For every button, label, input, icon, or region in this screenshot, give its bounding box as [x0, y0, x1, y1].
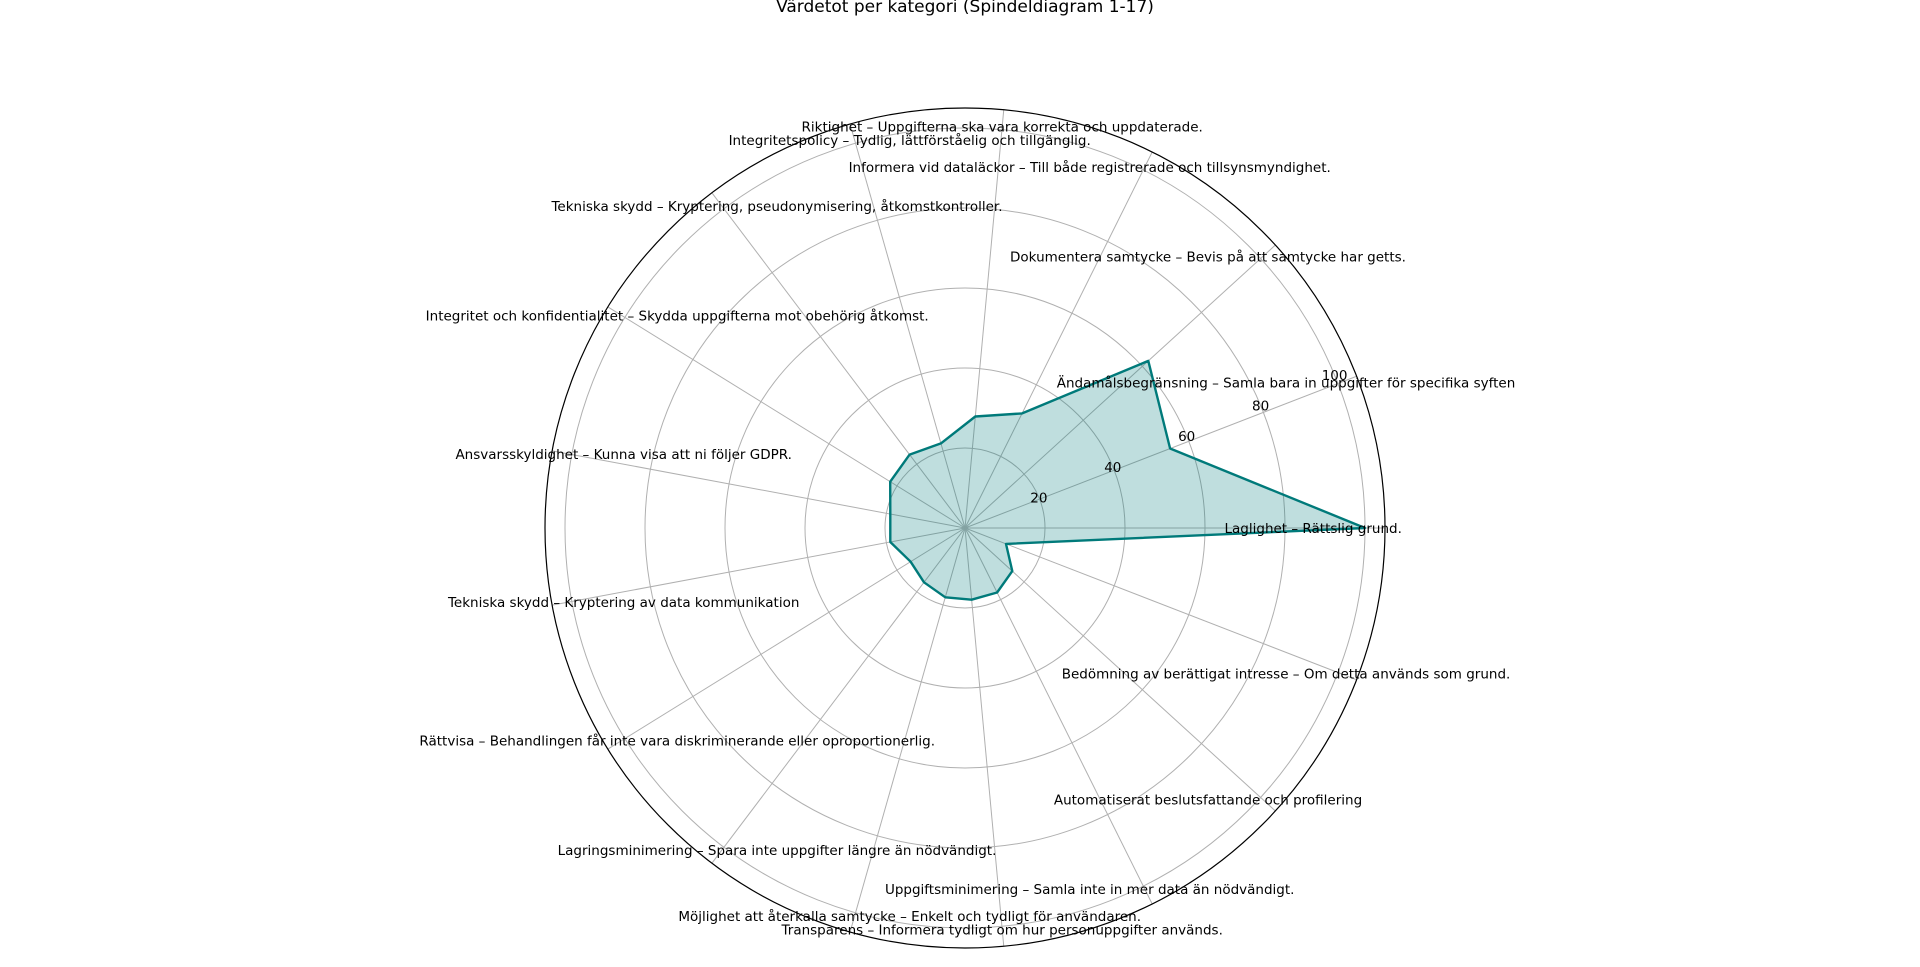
series-area — [890, 360, 1365, 600]
grid-spoke — [964, 244, 1276, 529]
grid-spoke — [964, 527, 1153, 905]
grid-spoke — [711, 527, 966, 864]
category-label: Riktighet – Uppgifterna ska vara korrekt… — [802, 120, 1203, 136]
radial-tick-labels: 20 40 60 80 100 — [1030, 368, 1347, 507]
category-label: Ändamålsbegränsning – Samla bara in uppg… — [1057, 373, 1516, 391]
category-label: Informera vid dataläckor – Till både reg… — [849, 159, 1331, 176]
grid-spoke — [607, 527, 966, 750]
radial-tick-label: 40 — [1104, 460, 1121, 476]
grid-spoke — [607, 306, 966, 529]
polar-frame — [544, 107, 1386, 949]
grid-spoke — [552, 450, 966, 529]
category-label: Uppgiftsminimering – Samla inte in mer d… — [885, 882, 1295, 898]
chart-title: Värdetot per kategori (Spindeldiagram 1-… — [776, 0, 1154, 17]
category-label: Integritetspolicy – Tydlig, lättförståel… — [729, 132, 1091, 149]
category-label: Dokumentera samtycke – Bevis på att samt… — [1010, 248, 1406, 265]
grid-spoke — [964, 527, 1357, 681]
category-label: Bedömning av berättigat intresse – Om de… — [1062, 667, 1511, 683]
category-label: Automatiserat beslutsfattande och profil… — [1054, 793, 1362, 809]
series-line — [889, 359, 1367, 601]
category-label: Transparens – Informera tydligt om hur p… — [781, 923, 1223, 939]
grid-spoke — [964, 527, 1005, 947]
grid-spoke — [552, 527, 966, 606]
radial-tick-label: 80 — [1252, 399, 1269, 415]
grid-spoke — [964, 151, 1153, 529]
grid-spoke — [711, 192, 966, 529]
radial-tick-label: 100 — [1322, 368, 1348, 384]
category-label: Lagringsminimering – Spara inte uppgifte… — [558, 843, 997, 859]
category-label: Laglighet – Rättslig grund. — [1225, 521, 1402, 537]
category-label: Integritet och konfidentialitet – Skydda… — [426, 308, 929, 325]
category-label: Tekniska skydd – Kryptering, pseudonymis… — [550, 198, 1002, 215]
grid-spoke — [964, 527, 1276, 812]
grid-spoke — [964, 375, 1357, 529]
grid-spoke — [964, 109, 1005, 529]
category-label: Tekniska skydd – Kryptering av data komm… — [447, 595, 799, 611]
category-label: Rättvisa – Behandlingen får inte vara di… — [419, 732, 935, 749]
radial-tick-label: 20 — [1030, 490, 1047, 506]
radial-tick-label: 60 — [1178, 429, 1195, 445]
category-labels: Laglighet – Rättslig grund. Ändamålsbegrä… — [419, 120, 1515, 939]
category-label: Ansvarsskyldighet – Kunna visa att ni fö… — [455, 447, 792, 463]
grid-spoke — [849, 123, 966, 529]
category-label: Möjlighet att återkalla samtycke – Enkel… — [678, 908, 1141, 925]
grid-spoke — [849, 527, 966, 933]
series-layer — [889, 359, 1367, 601]
grid-layer — [544, 107, 1386, 949]
